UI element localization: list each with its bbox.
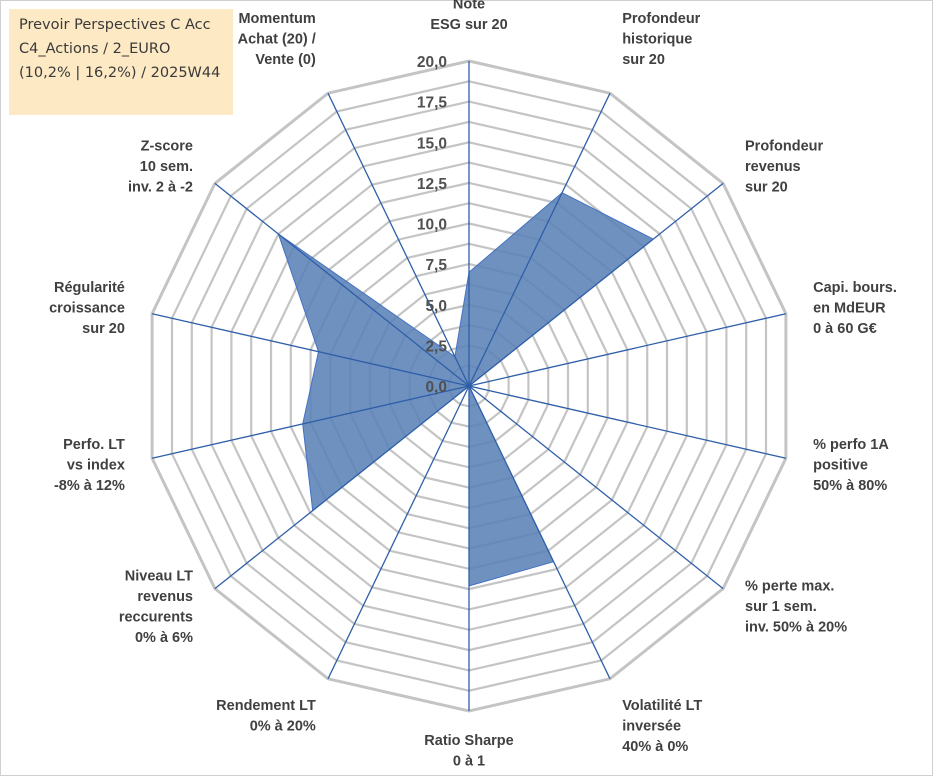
axis-spoke [327,92,470,387]
axis-label: Capi. bours. en MdEUR 0 à 60 G€ [813,280,897,337]
tick-label: 10,0 [417,217,447,234]
tick-label: 15,0 [417,135,447,152]
axis-label: % perte max. sur 1 sem. inv. 50% à 20% [745,579,847,636]
tick-label: 17,5 [417,95,448,112]
tick-label: 7,5 [425,257,447,274]
title-line-stats: (10,2% | 16,2%) / 2025W44 [19,65,221,81]
axis-spoke [468,313,787,387]
title-box: Prevoir Perspectives C Acc C4_Actions / … [9,9,233,115]
tick-label: 12,5 [417,176,448,193]
axis-spoke [468,385,724,590]
axis-label: % perfo 1A positive 50% à 80% [813,437,889,494]
axis-spoke [327,385,470,680]
axis-spoke [214,182,470,387]
axis-spoke [151,313,470,387]
title-line-fund: Prevoir Perspectives C Acc [19,17,211,33]
axis-label: Rendement LT 0% à 20% [216,698,316,735]
axis-labels: Note ESG sur 20 Profondeur historique sur 20… [49,0,897,770]
axis-label: Ratio Sharpe 0 à 1 [424,733,513,770]
axis-spoke [468,385,787,459]
axis-label: Z-score 10 sem. inv. 2 à -2 [128,138,193,195]
radial-tick-labels: 0,0 2,5 5,0 7,5 10,0 12,5 15,0 17,5 20,0 [417,54,448,396]
tick-label: 5,0 [425,298,447,315]
axis-label: Niveau LT revenus reccurents 0% à 6% [119,568,193,646]
axis-spoke [468,385,611,680]
axis-spokes [151,61,787,711]
axis-label: Note ESG sur 20 [430,0,507,33]
tick-label: 20,0 [417,54,447,71]
title-line-category: C4_Actions / 2_EURO [19,41,171,57]
axis-label: Perfo. LT vs index -8% à 12% [54,437,125,494]
axis-spoke [468,182,724,387]
axis-label: Momentum Achat (20) / Vente (0) [238,11,316,68]
axis-spoke [214,385,470,590]
tick-label: 2,5 [425,338,447,355]
axis-label: Régularité croissance sur 20 [49,280,125,337]
axis-spoke [468,92,611,387]
axis-label: Volatilité LT inversée 40% à 0% [622,698,702,755]
axis-label: Profondeur revenus sur 20 [745,138,823,195]
axis-label: Profondeur historique sur 20 [622,11,700,68]
tick-label: 0,0 [425,379,447,396]
axis-spoke [151,385,470,459]
